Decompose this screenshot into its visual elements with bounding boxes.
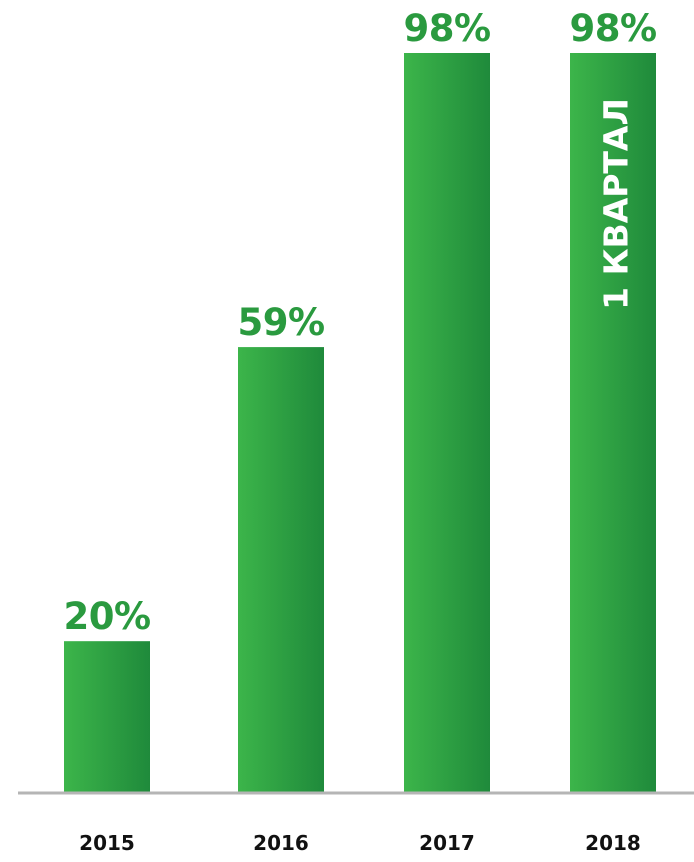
x-tick-2018: 2018 bbox=[585, 831, 641, 855]
x-tick-2015: 2015 bbox=[79, 831, 135, 855]
value-label-2015: 20% bbox=[63, 595, 150, 638]
value-label-2018: 98% bbox=[569, 7, 656, 50]
value-label-2016: 59% bbox=[237, 301, 324, 344]
x-tick-2017: 2017 bbox=[419, 831, 475, 855]
bar-2017 bbox=[404, 53, 490, 792]
bar-2016 bbox=[238, 347, 324, 792]
x-tick-2016: 2016 bbox=[253, 831, 309, 855]
bars bbox=[64, 53, 656, 792]
value-labels: 20% 59% 98% 98% bbox=[63, 7, 657, 638]
x-tick-labels: 2015 2016 2017 2018 bbox=[79, 831, 641, 855]
value-label-2017: 98% bbox=[403, 7, 490, 50]
bar-2015 bbox=[64, 641, 150, 792]
bar-annotations: 1 КВАРТАЛ bbox=[597, 98, 636, 310]
bar-annotation-2018: 1 КВАРТАЛ bbox=[597, 98, 636, 310]
bar-2018 bbox=[570, 53, 656, 792]
